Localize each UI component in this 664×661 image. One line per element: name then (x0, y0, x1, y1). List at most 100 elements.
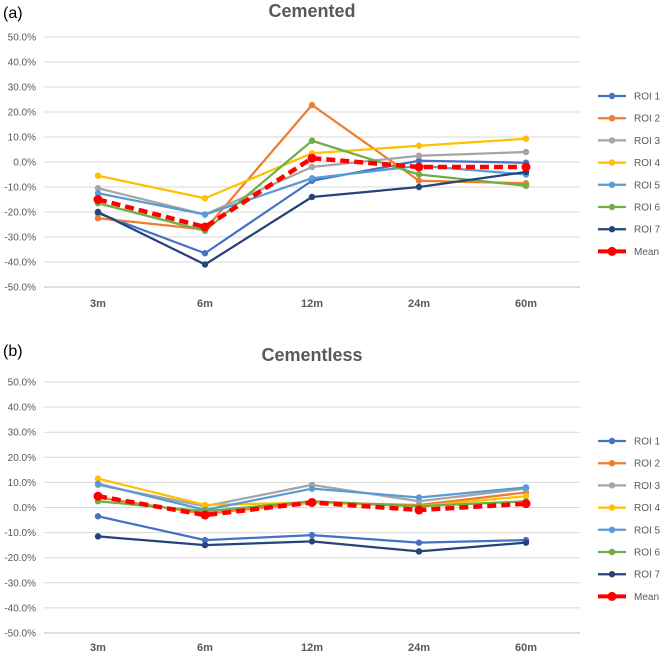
y-tick-label: 20.0% (8, 453, 36, 464)
data-point (201, 501, 209, 509)
legend-marker (608, 92, 616, 100)
data-point (94, 190, 102, 197)
x-tick-label: 6m (197, 642, 213, 654)
y-tick-label: -20.0% (4, 553, 36, 564)
y-tick-label: 10.0% (8, 478, 36, 489)
data-point (522, 135, 530, 142)
data-point (415, 152, 423, 159)
data-point (201, 541, 209, 549)
chart-panel-b: (b) Cementless 50.0% 40.0% 30.0% 20.0% 10.0% 0.… (3, 343, 661, 654)
data-point (200, 222, 210, 232)
data-point (308, 485, 316, 492)
legend-marker (608, 159, 616, 166)
data-point (415, 142, 423, 149)
x-tick-label: 3m (90, 642, 106, 654)
data-point (415, 548, 423, 555)
legend-marker (608, 203, 616, 211)
data-point (308, 163, 316, 171)
data-point (521, 162, 531, 172)
legend-marker (608, 504, 616, 511)
y-tick-label: -40.0% (4, 258, 36, 269)
y-tick-label: 50.0% (8, 33, 36, 44)
data-point (415, 171, 423, 178)
legend-label: ROI 2 (634, 114, 661, 125)
x-tick-label: 24m (408, 298, 430, 310)
x-tick-label: 60m (515, 642, 537, 654)
data-point (308, 101, 316, 109)
panel-label: (b) (3, 343, 23, 360)
legend-label: ROI 3 (634, 481, 661, 492)
legend-marker (608, 571, 616, 578)
legend-marker (608, 460, 616, 467)
data-point (94, 513, 102, 520)
x-tick-label: 60m (515, 298, 537, 310)
y-tick-label: 0.0% (13, 158, 36, 169)
legend-label: ROI 4 (634, 158, 661, 169)
y-tick-label: 50.0% (8, 378, 36, 389)
legend-marker (607, 591, 617, 601)
data-point (94, 172, 102, 179)
y-tick-label: 40.0% (8, 403, 36, 414)
legend-marker (608, 548, 616, 556)
legend-label: ROI 7 (634, 225, 661, 236)
y-tick-label: 20.0% (8, 108, 36, 119)
data-point (414, 505, 424, 515)
data-point (415, 183, 423, 191)
data-point (93, 195, 103, 204)
legend-label: Mean (634, 247, 659, 258)
data-point (307, 153, 317, 163)
data-point (94, 185, 102, 192)
data-point (308, 531, 316, 539)
y-tick-label: -20.0% (4, 208, 36, 219)
data-point (522, 148, 530, 156)
x-tick-label: 12m (301, 642, 323, 654)
data-point (522, 182, 530, 189)
y-tick-label: -30.0% (4, 233, 36, 244)
data-point (201, 211, 209, 218)
y-tick-label: -10.0% (4, 528, 36, 539)
legend-marker (608, 115, 616, 122)
y-tick-label: -40.0% (4, 603, 36, 614)
legend-label: ROI 3 (634, 136, 661, 147)
legend-label: ROI 4 (634, 503, 661, 514)
y-tick-label: -50.0% (4, 283, 36, 294)
legend-label: ROI 1 (634, 437, 661, 448)
data-point (94, 480, 102, 487)
y-tick-label: 40.0% (8, 58, 36, 69)
x-tick-label: 12m (301, 298, 323, 310)
chart-title: Cementless (261, 345, 362, 365)
data-point (415, 157, 423, 164)
data-point (201, 536, 209, 544)
data-point (522, 484, 530, 491)
y-tick-label: -10.0% (4, 183, 36, 194)
legend-label: ROI 7 (634, 570, 661, 581)
y-tick-label: -30.0% (4, 578, 36, 589)
y-tick-label: 30.0% (8, 83, 36, 94)
x-tick-label: 3m (90, 298, 106, 310)
y-tick-label: 30.0% (8, 428, 36, 439)
series-line-roi-7 (97, 170, 527, 266)
legend-marker (608, 226, 616, 233)
data-point (415, 539, 423, 546)
y-tick-label: -50.0% (4, 629, 36, 640)
data-point (415, 494, 423, 501)
panel-label: (a) (3, 5, 23, 22)
data-point (94, 533, 102, 540)
data-point (201, 261, 209, 268)
data-point (94, 215, 102, 222)
chart-panel-a: (a) Cemented 50.0% 40.0% 30.0% 20.0% 10.0% 0.0%… (3, 1, 661, 310)
data-point (522, 539, 530, 546)
legend-label: ROI 6 (634, 548, 661, 559)
legend-label: ROI 1 (634, 92, 661, 103)
legend-marker (607, 246, 617, 256)
data-point (201, 195, 209, 202)
data-point (308, 137, 316, 144)
legend-marker (608, 437, 616, 445)
legend-label: Mean (634, 592, 659, 603)
legend-label: ROI 6 (634, 203, 661, 214)
data-point (415, 177, 423, 184)
y-tick-label: 10.0% (8, 133, 36, 144)
legend-marker (608, 181, 616, 188)
legend-label: ROI 2 (634, 459, 661, 470)
